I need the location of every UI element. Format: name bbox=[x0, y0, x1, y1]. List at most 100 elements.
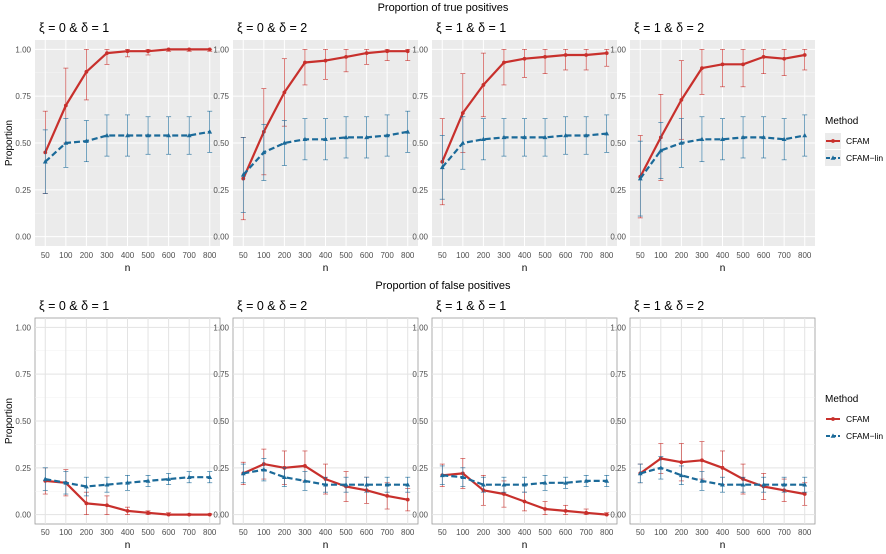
x-tick-label: 700 bbox=[777, 528, 791, 537]
x-tick-label: 50 bbox=[636, 251, 645, 260]
y-tick-label: 0.25 bbox=[15, 464, 31, 473]
data-point bbox=[146, 510, 150, 515]
data-point bbox=[802, 482, 808, 487]
y-tick-label: 0.00 bbox=[213, 233, 229, 242]
y-tick-label: 0.00 bbox=[15, 511, 31, 520]
data-point bbox=[63, 140, 69, 145]
panel-title: ξ = 1 & δ = 2 bbox=[634, 21, 704, 35]
data-point bbox=[543, 54, 547, 59]
series-cfam-lin bbox=[637, 456, 808, 493]
data-point bbox=[125, 508, 130, 513]
data-point bbox=[364, 134, 370, 140]
data-point bbox=[323, 136, 328, 142]
x-tick-label: 800 bbox=[203, 251, 217, 260]
x-tick-label: 800 bbox=[203, 528, 217, 537]
y-tick-label: 1.00 bbox=[15, 45, 31, 54]
legend: Method CFAM CFAM−lin bbox=[825, 394, 883, 444]
data-point bbox=[146, 49, 150, 54]
data-point bbox=[604, 51, 609, 56]
panel-2-3: ξ = 1 & δ = 1 0.00 0.25 0.50 0.75 1.00 50 100 20… bbox=[412, 299, 618, 551]
data-point bbox=[658, 465, 664, 470]
y-tick-label: 0.25 bbox=[610, 186, 626, 195]
data-point bbox=[323, 58, 328, 63]
data-point bbox=[583, 478, 589, 483]
y-tick-label: 1.00 bbox=[213, 323, 229, 332]
data-point bbox=[323, 482, 328, 487]
panel-2-2: ξ = 0 & δ = 2 0.00 0.25 0.50 0.75 1.00 50 100 20… bbox=[213, 299, 419, 551]
x-tick-label: 500 bbox=[141, 528, 155, 537]
section-2: Proportion of false positivesProportionξ… bbox=[4, 280, 883, 551]
data-point bbox=[637, 470, 643, 476]
y-tick-label: 0.50 bbox=[610, 139, 626, 148]
data-point bbox=[42, 476, 48, 481]
series-cfam bbox=[42, 467, 213, 517]
x-tick-label: 200 bbox=[278, 528, 292, 537]
x-tick-label: 400 bbox=[319, 251, 333, 260]
series-cfam-lin bbox=[240, 110, 411, 213]
legend-marker bbox=[831, 417, 835, 421]
panel-1-4: ξ = 1 & δ = 2 0.00 0.25 0.50 0.75 1.00 50 100 20… bbox=[610, 21, 815, 274]
x-tick-label: 500 bbox=[141, 251, 155, 260]
x-tick-label: 500 bbox=[538, 528, 552, 537]
y-tick-label: 0.75 bbox=[213, 370, 229, 379]
data-point bbox=[104, 482, 110, 487]
data-point bbox=[364, 51, 369, 56]
data-point bbox=[303, 464, 307, 468]
y-tick-label: 0.50 bbox=[412, 417, 428, 426]
series-cfam-lin bbox=[240, 458, 411, 493]
data-point bbox=[405, 497, 410, 502]
x-tick-label: 600 bbox=[559, 251, 573, 260]
data-point bbox=[84, 501, 89, 506]
data-point bbox=[542, 134, 548, 140]
y-tick-label: 0.50 bbox=[610, 417, 626, 426]
data-point bbox=[480, 136, 486, 142]
data-point bbox=[761, 482, 767, 487]
data-point bbox=[563, 53, 568, 57]
data-point bbox=[584, 53, 589, 57]
y-tick-label: 0.00 bbox=[412, 233, 428, 242]
data-point bbox=[384, 482, 390, 487]
x-tick-label: 500 bbox=[736, 251, 750, 260]
panel-1-3: ξ = 1 & δ = 1 0.00 0.25 0.50 0.75 1.00 50 100 20… bbox=[412, 21, 617, 274]
data-point bbox=[563, 508, 568, 513]
data-point bbox=[699, 136, 705, 142]
legend-marker bbox=[831, 139, 835, 143]
data-point bbox=[502, 60, 506, 65]
x-tick-label: 400 bbox=[518, 251, 532, 260]
legend-title: Method bbox=[825, 116, 858, 127]
legend-label: CFAM bbox=[846, 414, 870, 424]
x-tick-label: 800 bbox=[600, 251, 614, 260]
data-point bbox=[604, 512, 609, 517]
data-point bbox=[186, 474, 192, 479]
legend-label: CFAM−lin bbox=[846, 431, 883, 441]
data-point bbox=[343, 134, 349, 140]
data-point bbox=[502, 492, 506, 496]
x-axis-title: n bbox=[720, 263, 726, 274]
data-point bbox=[105, 503, 109, 508]
data-point bbox=[84, 69, 89, 74]
y-tick-label: 1.00 bbox=[412, 45, 428, 54]
data-point bbox=[501, 134, 507, 140]
data-point bbox=[63, 480, 69, 485]
data-point bbox=[207, 512, 212, 517]
x-tick-label: 100 bbox=[59, 528, 73, 537]
data-point bbox=[522, 56, 527, 61]
data-point bbox=[83, 138, 89, 143]
data-point bbox=[658, 147, 664, 153]
data-point bbox=[679, 98, 684, 102]
x-tick-label: 500 bbox=[538, 251, 552, 260]
x-axis-title: n bbox=[125, 540, 131, 551]
data-point bbox=[240, 470, 246, 476]
x-axis-title: n bbox=[522, 263, 528, 274]
y-tick-label: 0.50 bbox=[412, 139, 428, 148]
x-tick-label: 200 bbox=[477, 528, 491, 537]
data-point bbox=[460, 140, 466, 145]
panel-2-1: ξ = 0 & δ = 1 0.00 0.25 0.50 0.75 1.00 50 100 20… bbox=[15, 299, 221, 551]
y-tick-label: 0.00 bbox=[213, 511, 229, 520]
x-tick-label: 800 bbox=[401, 251, 415, 260]
x-tick-label: 800 bbox=[798, 251, 812, 260]
y-tick-label: 1.00 bbox=[412, 323, 428, 332]
panel-title: ξ = 1 & δ = 1 bbox=[436, 299, 506, 313]
data-point bbox=[303, 60, 307, 65]
